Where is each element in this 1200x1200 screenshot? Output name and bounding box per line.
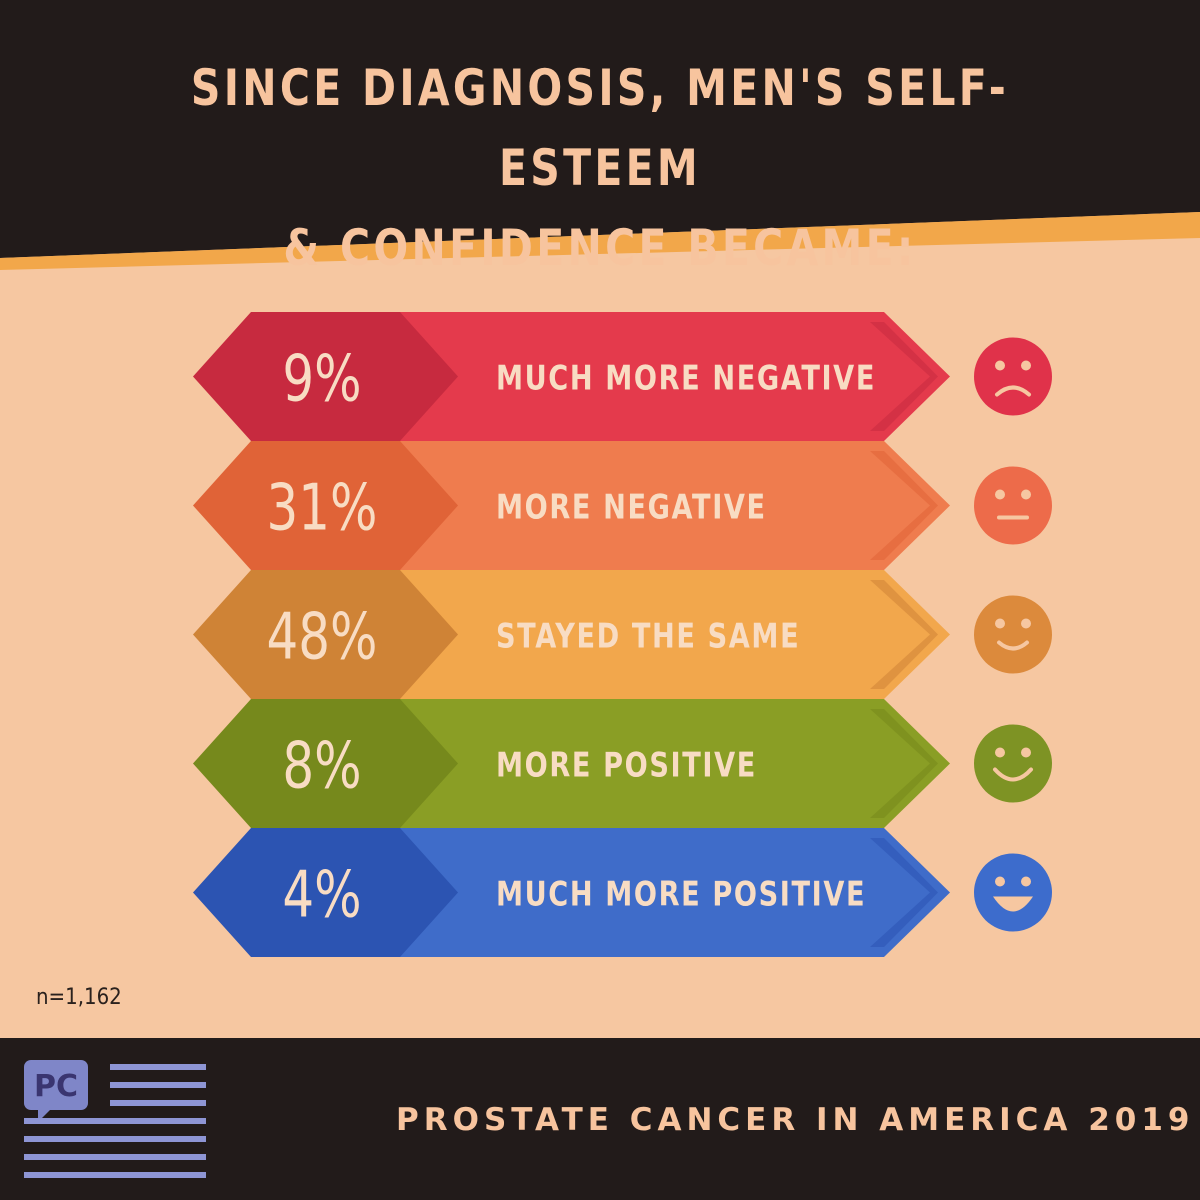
neutral-face-icon xyxy=(974,466,1052,545)
bar xyxy=(340,441,950,570)
value-label: 31% xyxy=(267,470,378,545)
footer-title: PROSTATE CANCER IN AMERICA 2019 xyxy=(396,1102,1195,1138)
value-label: 4% xyxy=(282,857,361,932)
value-label: 9% xyxy=(282,341,361,416)
chart-title: SINCE DIAGNOSIS, MEN'S SELF-ESTEEM & CON… xyxy=(0,48,1200,288)
bar-label-segment xyxy=(193,570,458,699)
sample-size-note: n=1,162 xyxy=(36,985,122,1010)
title-line-2: & CONFIDENCE BECAME: xyxy=(283,219,917,277)
chart-row: 48% STAYED THE SAME xyxy=(193,570,1052,699)
bar-tip-shade xyxy=(870,451,938,560)
category-label: MUCH MORE POSITIVE xyxy=(496,875,866,915)
smile-face-icon xyxy=(974,724,1052,803)
bar xyxy=(340,699,950,828)
bar xyxy=(340,828,950,957)
bar-label-segment xyxy=(193,441,458,570)
bar-tip-shade xyxy=(870,322,938,431)
value-label: 8% xyxy=(282,728,361,803)
chart-row: 31% MORE NEGATIVE xyxy=(193,441,1052,570)
title-line-1: SINCE DIAGNOSIS, MEN'S SELF-ESTEEM xyxy=(190,59,1010,197)
bar-tip-shade xyxy=(870,580,938,689)
bar xyxy=(340,312,950,441)
pc-speech-bubble-flag-icon: PC xyxy=(24,1060,206,1178)
bar-tip-shade xyxy=(870,709,938,818)
header-band xyxy=(0,0,1200,270)
bar-label-segment xyxy=(193,312,458,441)
frown-face-icon xyxy=(974,337,1052,416)
chart-row: 4% MUCH MORE POSITIVE xyxy=(193,828,1052,957)
bar xyxy=(340,570,950,699)
category-label: MORE POSITIVE xyxy=(496,746,757,786)
slight-smile-face-icon xyxy=(974,595,1052,674)
value-label: 48% xyxy=(267,599,378,674)
chart-row: 9% MUCH MORE NEGATIVE xyxy=(193,312,1052,441)
grin-face-icon xyxy=(974,853,1052,932)
category-label: STAYED THE SAME xyxy=(496,617,800,657)
bar-label-segment xyxy=(193,699,458,828)
category-label: MUCH MORE NEGATIVE xyxy=(496,359,876,399)
chart-row: 8% MORE POSITIVE xyxy=(193,699,1052,828)
category-label: MORE NEGATIVE xyxy=(496,488,767,528)
bar-tip-shade xyxy=(870,838,938,947)
logo-text: PC xyxy=(34,1069,78,1104)
bar-label-segment xyxy=(193,828,458,957)
